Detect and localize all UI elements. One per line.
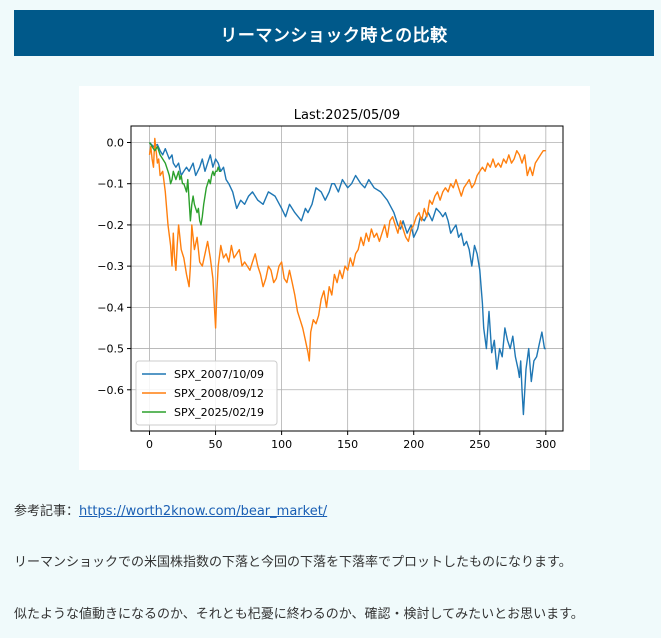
chart-series bbox=[148, 137, 546, 416]
legend-label: SPX_2025/02/19 bbox=[174, 406, 264, 419]
drawdown-chart: 0 50 100 150 200 250 300 0.0 −0.1 −0.2 −0.3 −0.4 −0… bbox=[97, 108, 564, 451]
reference-label: 参考記事： bbox=[14, 504, 80, 519]
series-line-1 bbox=[148, 137, 546, 362]
x-tick-label: 0 bbox=[146, 438, 153, 451]
chart-title: Last:2025/05/09 bbox=[294, 108, 400, 123]
y-tick-label: −0.2 bbox=[97, 219, 124, 232]
chart-legend: SPX_2007/10/09 SPX_2008/09/12 SPX_2025/02/… bbox=[135, 360, 278, 426]
series-line-2 bbox=[148, 142, 221, 226]
series-line-0 bbox=[148, 142, 546, 416]
x-tick-label: 100 bbox=[271, 438, 292, 451]
outlook-paragraph: 似たような値動きになるのか、それとも杞憂に終わるのか、確認・検討してみたいとお思… bbox=[14, 607, 584, 622]
y-tick-label: −0.4 bbox=[97, 301, 124, 314]
x-tick-label: 200 bbox=[403, 438, 424, 451]
x-axis-ticks: 0 50 100 150 200 250 300 bbox=[146, 431, 556, 451]
reference-link[interactable]: https://worth2know.com/bear_market/ bbox=[79, 504, 328, 519]
y-tick-label: −0.3 bbox=[97, 260, 124, 273]
chart-card: 0 50 100 150 200 250 300 0.0 −0.1 −0.2 −0.3 −0.4 −0… bbox=[79, 86, 590, 470]
x-tick-label: 50 bbox=[209, 438, 223, 451]
plot-frame bbox=[130, 125, 564, 432]
y-tick-label: −0.1 bbox=[97, 178, 124, 191]
reference-paragraph: 参考記事：https://worth2know.com/bear_market/ bbox=[14, 500, 327, 519]
banner-title: リーマンショック時との比較 bbox=[220, 25, 448, 46]
x-tick-label: 300 bbox=[535, 438, 556, 451]
y-tick-label: −0.5 bbox=[97, 343, 124, 356]
legend-box bbox=[135, 360, 278, 426]
y-tick-label: −0.6 bbox=[97, 384, 124, 397]
legend-label: SPX_2008/09/12 bbox=[174, 387, 264, 400]
x-tick-label: 150 bbox=[337, 438, 358, 451]
description-paragraph: リーマンショックでの米国株指数の下落と今回の下落を下落率でプロットしたものになり… bbox=[14, 555, 572, 570]
page-banner: リーマンショック時との比較 bbox=[14, 10, 654, 56]
y-axis-ticks: 0.0 −0.1 −0.2 −0.3 −0.4 −0.5 −0.6 bbox=[97, 136, 131, 397]
x-tick-label: 250 bbox=[469, 438, 490, 451]
legend-label: SPX_2007/10/09 bbox=[174, 368, 264, 381]
y-tick-label: 0.0 bbox=[107, 136, 125, 149]
